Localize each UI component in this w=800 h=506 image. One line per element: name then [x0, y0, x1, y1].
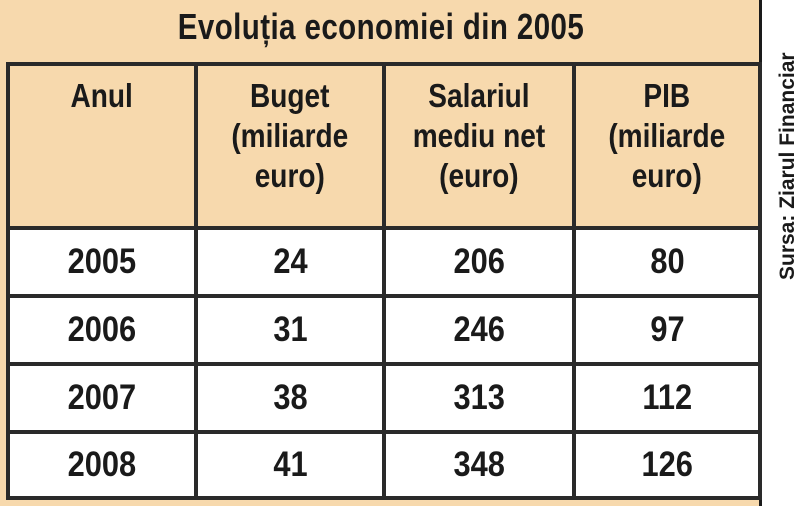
economy-table: Anul Buget (miliarde euro) Salariul medi… — [6, 62, 762, 500]
cell-salary: 348 — [382, 430, 576, 500]
table-row: 2007 38 313 112 — [6, 362, 762, 434]
cell-salary: 246 — [382, 294, 576, 366]
column-header-salary: Salariul mediu net (euro) — [382, 62, 576, 230]
cell-gdp: 97 — [572, 294, 762, 366]
source-note: Sursa: Ziarul Financiar — [771, 0, 799, 280]
cell-year: 2006 — [6, 294, 198, 366]
table-row: 2005 24 206 80 — [6, 226, 762, 298]
cell-year: 2007 — [6, 362, 198, 434]
table-row: 2008 41 348 126 — [6, 430, 762, 500]
cell-year: 2008 — [6, 430, 198, 500]
cell-salary: 206 — [382, 226, 576, 298]
table-frame: Evoluția economiei din 2005 Anul Buget (… — [0, 0, 762, 506]
table-title: Evoluția economiei din 2005 — [177, 6, 585, 47]
source-label: Sursa: Ziarul Financiar — [776, 52, 799, 280]
cell-budget: 31 — [194, 294, 386, 366]
cell-gdp: 112 — [572, 362, 762, 434]
column-header-gdp: PIB (miliarde euro) — [572, 62, 762, 230]
cell-salary: 313 — [382, 362, 576, 434]
cell-budget: 38 — [194, 362, 386, 434]
cell-budget: 41 — [194, 430, 386, 500]
cell-gdp: 80 — [572, 226, 762, 298]
column-header-budget: Buget (miliarde euro) — [194, 62, 386, 230]
column-header-year: Anul — [6, 62, 198, 230]
cell-gdp: 126 — [572, 430, 762, 500]
cell-year: 2005 — [6, 226, 198, 298]
header-row: Anul Buget (miliarde euro) Salariul medi… — [6, 62, 762, 230]
table-row: 2006 31 246 97 — [6, 294, 762, 366]
cell-budget: 24 — [194, 226, 386, 298]
